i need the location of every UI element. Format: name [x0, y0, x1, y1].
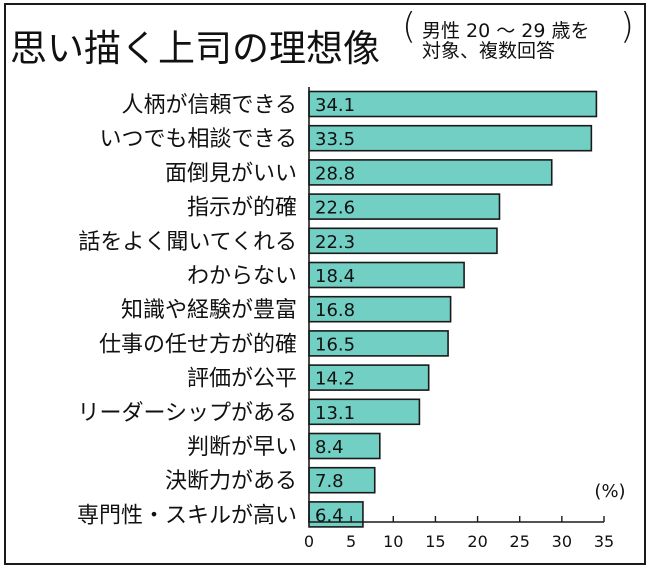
category-label: 判断が早い	[187, 435, 297, 460]
bar	[308, 90, 598, 118]
x-tick-label: 25	[510, 532, 530, 551]
data-label: 22.6	[315, 198, 355, 219]
bar	[308, 432, 381, 460]
data-label: 13.1	[315, 403, 355, 424]
x-tick-label: 5	[346, 532, 356, 551]
category-label: 仕事の任せ方が的確	[99, 332, 297, 357]
subtitle-close-paren: )	[620, 6, 635, 47]
category-label: 面倒見がいい	[165, 161, 297, 186]
category-label: 評価が公平	[187, 367, 297, 392]
x-tick-label: 15	[425, 532, 445, 551]
subtitle-open-paren: (	[402, 6, 417, 47]
data-label: 8.4	[315, 437, 344, 458]
data-label: 28.8	[315, 163, 355, 184]
bar	[308, 330, 449, 357]
category-label: 人柄が信頼できる	[121, 93, 297, 118]
data-label: 33.5	[315, 129, 355, 150]
x-tick-label: 0	[304, 532, 314, 551]
x-tick-label: 30	[552, 532, 572, 551]
category-label: リーダーシップがある	[77, 401, 297, 426]
data-label: 16.8	[315, 300, 355, 321]
x-tick-label: 35	[594, 532, 614, 551]
data-label: 22.3	[315, 232, 355, 253]
subtitle-line-1: 男性 20 ～ 29 歳を	[422, 20, 590, 42]
category-label: 知識や経験が豊富	[121, 298, 297, 323]
bar	[308, 159, 553, 186]
bar	[308, 227, 498, 255]
category-label: わからない	[187, 264, 297, 289]
x-tick-label: 20	[467, 532, 487, 551]
category-label: 専門性・スキルが高い	[77, 503, 297, 528]
category-label: 話をよく聞いてくれる	[78, 230, 297, 255]
x-tick-label: 10	[383, 532, 403, 551]
category-label: いつでも相談できる	[99, 127, 297, 152]
chart-title: 思い描く上司の理想像	[10, 27, 380, 70]
data-label: 16.5	[315, 334, 355, 355]
data-label: 7.8	[315, 471, 344, 492]
data-label: 18.4	[315, 266, 355, 287]
category-label: 決断力がある	[165, 469, 297, 494]
unit-label: (%)	[594, 481, 625, 502]
bar	[308, 364, 430, 391]
data-label: 14.2	[315, 369, 355, 390]
category-label: 指示が的確	[187, 196, 297, 221]
data-label: 6.4	[315, 505, 344, 526]
data-label: 34.1	[315, 95, 355, 116]
subtitle-line-2: 対象、複数回答	[422, 40, 556, 62]
